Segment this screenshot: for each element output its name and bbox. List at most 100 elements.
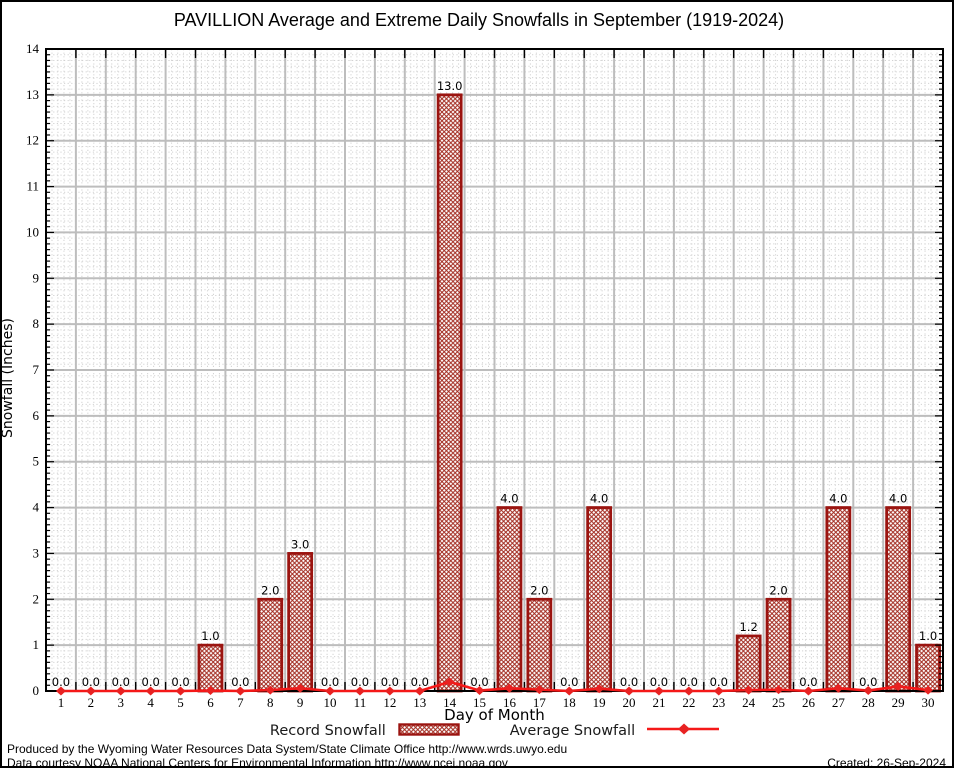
svg-text:20: 20 (623, 695, 636, 710)
bar-value-label-day-2: 0.0 (82, 675, 100, 689)
average-marker-day-21 (653, 686, 664, 696)
bar-value-label-day-7: 0.0 (231, 675, 249, 689)
svg-text:16: 16 (503, 695, 517, 710)
record-bar-day-30 (915, 643, 941, 693)
legend-average-label: Average Snowfall (509, 723, 636, 739)
svg-text:9: 9 (297, 695, 304, 710)
svg-text:13: 13 (26, 87, 39, 102)
average-marker-day-19 (594, 684, 605, 694)
average-marker-day-12 (384, 686, 395, 696)
legend-average-group: Average Snowfall (509, 722, 720, 740)
bar-value-label-day-22: 0.0 (680, 675, 698, 689)
average-marker-day-4 (145, 686, 156, 696)
record-bar-day-16 (496, 506, 523, 693)
bar-value-label-day-23: 0.0 (710, 675, 728, 689)
svg-text:30: 30 (922, 695, 935, 710)
bar-value-label-day-16: 4.0 (500, 492, 518, 506)
bar-value-label-day-1: 0.0 (52, 675, 70, 689)
average-marker-day-22 (683, 686, 694, 696)
svg-text:29: 29 (892, 695, 905, 710)
average-marker-day-27 (833, 683, 844, 693)
footer-data-courtesy: Data courtesy NOAA National Centers for … (7, 756, 508, 768)
bar-value-label-day-19: 4.0 (590, 492, 608, 506)
average-marker-day-24 (743, 685, 754, 695)
average-marker-day-1 (55, 686, 66, 696)
svg-text:2: 2 (88, 695, 95, 710)
average-marker-day-8 (265, 685, 276, 695)
svg-text:17: 17 (533, 695, 547, 710)
average-marker-day-18 (564, 686, 575, 696)
grid-major (46, 49, 943, 691)
record-bar-day-27 (825, 506, 852, 693)
bar-value-label-day-18: 0.0 (560, 675, 578, 689)
bar-value-label-day-14: 13.0 (437, 79, 463, 93)
svg-text:7: 7 (33, 362, 40, 377)
svg-text:11: 11 (26, 179, 39, 194)
record-snowfall-swatch-icon (398, 722, 460, 740)
bar-value-label-day-12: 0.0 (381, 675, 399, 689)
bars (197, 93, 941, 693)
bar-value-label-day-13: 0.0 (411, 675, 429, 689)
bar-value-label-day-11: 0.0 (351, 675, 369, 689)
record-bar-day-29 (885, 506, 912, 693)
svg-text:6: 6 (207, 695, 214, 710)
record-bar-day-14 (436, 93, 463, 693)
record-bar-day-9 (287, 552, 314, 693)
svg-text:0: 0 (33, 683, 40, 698)
bar-value-label-day-20: 0.0 (620, 675, 638, 689)
svg-text:5: 5 (177, 695, 184, 710)
average-marker-day-29 (893, 681, 904, 691)
bar-value-label-day-5: 0.0 (171, 675, 189, 689)
svg-text:12: 12 (383, 695, 396, 710)
average-marker-day-20 (624, 686, 635, 696)
average-marker-day-23 (713, 686, 724, 696)
average-marker-day-10 (325, 686, 336, 696)
bar-value-label-day-21: 0.0 (650, 675, 668, 689)
average-marker-day-28 (863, 686, 874, 696)
record-bar-day-6 (197, 643, 224, 693)
svg-text:7: 7 (237, 695, 244, 710)
bar-value-label-day-10: 0.0 (321, 675, 339, 689)
average-marker-day-2 (85, 686, 96, 696)
average-marker-day-14 (444, 677, 455, 687)
svg-text:6: 6 (33, 408, 40, 423)
svg-text:19: 19 (593, 695, 606, 710)
svg-text:3: 3 (118, 695, 125, 710)
bar-value-label-day-15: 0.0 (470, 675, 488, 689)
axis-ticks (46, 49, 943, 691)
legend-record-group: Record Snowfall (270, 722, 460, 740)
record-bar-day-17 (526, 597, 553, 693)
bar-value-label-day-26: 0.0 (799, 675, 817, 689)
svg-text:11: 11 (354, 695, 367, 710)
chart-title: PAVILLION Average and Extreme Daily Snow… (173, 10, 785, 30)
bar-value-label-day-4: 0.0 (142, 675, 160, 689)
svg-text:3: 3 (33, 545, 40, 560)
record-bar-day-8 (257, 597, 284, 693)
svg-text:10: 10 (26, 224, 39, 239)
bar-value-label-day-9: 3.0 (291, 537, 309, 551)
bar-value-label-day-28: 0.0 (859, 675, 877, 689)
svg-text:14: 14 (26, 41, 40, 56)
bar-value-label-day-17: 2.0 (530, 583, 548, 597)
svg-text:10: 10 (324, 695, 337, 710)
bar-value-label-day-27: 4.0 (829, 492, 847, 506)
average-marker-day-13 (414, 686, 425, 696)
footer-produced-by: Produced by the Wyoming Water Resources … (7, 742, 568, 756)
svg-text:2: 2 (33, 591, 40, 606)
average-marker-day-7 (235, 686, 246, 696)
average-line (55, 677, 934, 696)
footer-created-date: Created: 26-Sep-2024 (827, 756, 946, 768)
svg-text:14: 14 (443, 695, 457, 710)
svg-text:22: 22 (682, 695, 695, 710)
bar-value-labels: 0.0 0.0 0.0 0.0 0.0 1.0 0.0 2.0 3.0 0.0 0.0 0.0 0.0 1… (52, 79, 937, 689)
svg-text:13: 13 (413, 695, 426, 710)
svg-text:1: 1 (33, 637, 40, 652)
bar-value-label-day-29: 4.0 (889, 492, 907, 506)
average-marker-day-25 (773, 685, 784, 695)
svg-text:21: 21 (652, 695, 665, 710)
average-marker-day-16 (504, 683, 515, 693)
svg-text:12: 12 (26, 133, 39, 148)
